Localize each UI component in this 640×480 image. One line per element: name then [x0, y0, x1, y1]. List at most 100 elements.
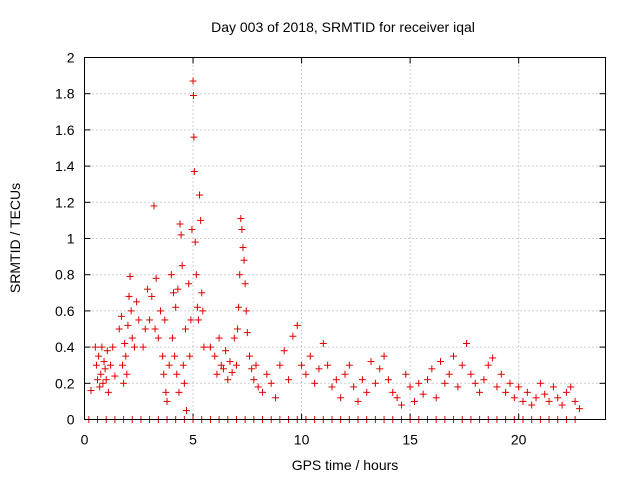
data-point	[122, 352, 130, 360]
data-point	[226, 358, 234, 366]
data-point	[141, 325, 149, 333]
data-point	[237, 215, 245, 223]
data-point	[146, 316, 154, 324]
data-point	[117, 312, 125, 320]
data-point	[242, 307, 250, 315]
data-point	[103, 347, 111, 355]
data-point	[152, 274, 160, 282]
data-point	[458, 361, 466, 369]
data-point	[200, 343, 208, 351]
data-point	[328, 383, 336, 391]
data-point	[159, 352, 167, 360]
data-point	[124, 321, 132, 329]
data-point	[192, 271, 200, 279]
data-point	[130, 343, 138, 351]
x-axis-label: GPS time / hours	[292, 457, 399, 473]
y-tick-label: 1.8	[55, 86, 75, 102]
data-point	[489, 354, 497, 362]
data-point	[109, 343, 117, 351]
data-point	[454, 383, 462, 391]
data-point	[376, 365, 384, 373]
data-point	[156, 307, 164, 315]
data-point	[183, 406, 191, 414]
data-point	[248, 365, 256, 373]
data-point	[450, 352, 458, 360]
x-tick-label: 15	[402, 432, 418, 448]
data-point	[235, 303, 243, 311]
data-point	[363, 388, 371, 396]
data-point	[121, 339, 129, 347]
data-point	[213, 370, 221, 378]
data-point	[350, 383, 358, 391]
data-point	[188, 225, 196, 233]
data-point	[94, 376, 102, 384]
x-tick-label: 5	[189, 432, 197, 448]
data-point	[196, 191, 204, 199]
data-point	[397, 401, 405, 409]
data-point	[215, 334, 223, 342]
data-point	[415, 379, 423, 387]
data-point	[96, 383, 104, 391]
data-point	[115, 325, 123, 333]
data-point	[280, 347, 288, 355]
data-point	[354, 397, 362, 405]
data-point	[532, 394, 540, 402]
data-point	[510, 394, 518, 402]
data-point	[111, 372, 119, 380]
data-point	[471, 379, 479, 387]
data-point	[545, 397, 553, 405]
data-point	[523, 388, 531, 396]
data-point	[254, 383, 262, 391]
data-point	[87, 387, 95, 395]
data-point	[432, 394, 440, 402]
y-tick-label: 0.4	[55, 339, 75, 355]
data-point	[337, 394, 345, 402]
data-point	[172, 303, 180, 311]
data-point	[91, 343, 99, 351]
data-point	[463, 339, 471, 347]
data-point	[190, 133, 198, 141]
data-point	[324, 361, 332, 369]
data-point	[102, 376, 110, 384]
y-tick-label: 2	[67, 50, 75, 66]
data-point	[118, 361, 126, 369]
data-point	[190, 168, 198, 176]
data-point	[160, 370, 168, 378]
data-point	[484, 361, 492, 369]
data-point	[193, 303, 201, 311]
data-point	[234, 325, 242, 333]
data-point	[98, 343, 106, 351]
data-point	[199, 307, 207, 315]
data-point	[272, 394, 280, 402]
data-point	[306, 352, 314, 360]
data-point	[171, 352, 179, 360]
data-point	[127, 307, 135, 315]
data-point	[135, 316, 143, 324]
data-point	[567, 383, 575, 391]
data-point	[243, 329, 251, 337]
x-tick-label: 10	[294, 432, 310, 448]
data-point	[228, 368, 236, 376]
data-point	[163, 397, 171, 405]
data-point	[441, 379, 449, 387]
data-point	[371, 379, 379, 387]
data-point	[126, 273, 134, 281]
data-point	[250, 376, 258, 384]
plot-frame	[84, 57, 606, 420]
data-point	[332, 376, 340, 384]
data-point	[238, 225, 246, 233]
data-point	[97, 370, 105, 378]
data-point	[393, 394, 401, 402]
data-point	[224, 376, 232, 384]
data-point	[515, 383, 523, 391]
data-point	[175, 388, 183, 396]
data-point	[571, 397, 579, 405]
y-tick-label: 0.8	[55, 267, 75, 283]
y-tick-label: 0.2	[55, 375, 75, 391]
data-point	[104, 388, 112, 396]
data-point	[493, 383, 501, 391]
data-point	[189, 92, 197, 100]
data-point	[562, 388, 570, 396]
data-point	[120, 379, 128, 387]
